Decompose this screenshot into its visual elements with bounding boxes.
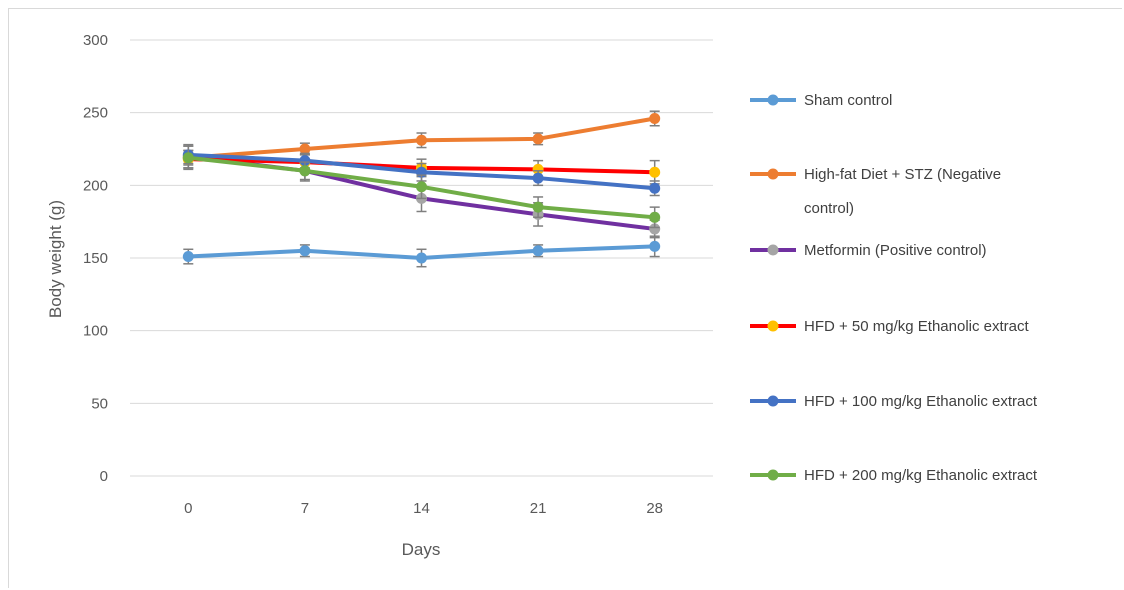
legend-swatch-marker (767, 395, 779, 407)
data-point (299, 143, 311, 155)
data-point (416, 181, 427, 193)
data-point (182, 152, 194, 164)
legend-item[interactable]: HFD + 50 mg/kg Ethanolic extract (750, 318, 1030, 335)
x-tick-label: 28 (646, 500, 663, 517)
x-tick-label: 0 (184, 500, 192, 517)
legend-label: High-fat Diet + STZ (Negative (804, 166, 1001, 183)
y-tick-label: 250 (83, 105, 108, 122)
legend-swatch-marker (767, 244, 779, 256)
data-point (649, 112, 661, 124)
legend-item[interactable]: Metformin (Positive control) (750, 242, 987, 259)
legend-label: HFD + 50 mg/kg Ethanolic extract (804, 318, 1030, 335)
data-point (649, 223, 661, 235)
y-tick-label: 300 (83, 32, 108, 49)
legend-swatch-marker (767, 320, 779, 332)
legend-swatch-marker (767, 168, 779, 180)
legend-item[interactable]: HFD + 200 mg/kg Ethanolic extract (750, 467, 1038, 484)
data-point (649, 211, 661, 223)
legend-label: Metformin (Positive control) (804, 242, 987, 259)
y-tick-label: 200 (83, 177, 108, 194)
legend-label: control) (804, 200, 854, 217)
data-point (532, 133, 544, 145)
data-point (416, 252, 427, 264)
x-axis-title: Days (402, 540, 441, 559)
y-tick-label: 0 (100, 468, 108, 485)
y-axis-ticks: 0 50 100 150 200 250 300 (83, 32, 108, 485)
legend-label: HFD + 100 mg/kg Ethanolic extract (804, 393, 1038, 410)
data-point (649, 240, 661, 252)
data-point (299, 245, 311, 257)
legend-item[interactable]: Sham control (750, 92, 892, 109)
legend-swatch-marker (767, 469, 779, 481)
data-point (649, 182, 661, 194)
legend-item[interactable]: HFD + 100 mg/kg Ethanolic extract (750, 393, 1038, 410)
y-tick-label: 100 (83, 323, 108, 340)
legend-item[interactable]: High-fat Diet + STZ (Negative control) (750, 166, 1001, 217)
series-1 (182, 235, 661, 268)
x-tick-label: 7 (301, 500, 309, 517)
data-point (299, 165, 311, 177)
data-point (182, 251, 194, 263)
data-point (532, 201, 544, 213)
data-point (532, 163, 544, 175)
series-6 (182, 145, 661, 229)
legend-swatch-marker (767, 94, 779, 106)
data-point (416, 134, 427, 146)
series-group (182, 110, 661, 268)
x-tick-label: 21 (530, 500, 547, 517)
data-point (649, 166, 661, 178)
x-axis-ticks: 0 7 14 21 28 (184, 500, 663, 517)
data-point (299, 155, 311, 167)
data-point (532, 245, 544, 257)
data-point (532, 172, 544, 184)
x-tick-label: 14 (413, 500, 430, 517)
y-tick-label: 50 (91, 395, 108, 412)
y-axis-title: Body weight (g) (46, 200, 65, 318)
legend-label: HFD + 200 mg/kg Ethanolic extract (804, 467, 1038, 484)
legend[interactable]: Sham control High-fat Diet + STZ (Negativ… (750, 92, 1038, 484)
legend-label: Sham control (804, 92, 892, 109)
chart-frame (8, 8, 1122, 588)
y-tick-label: 150 (83, 250, 108, 267)
